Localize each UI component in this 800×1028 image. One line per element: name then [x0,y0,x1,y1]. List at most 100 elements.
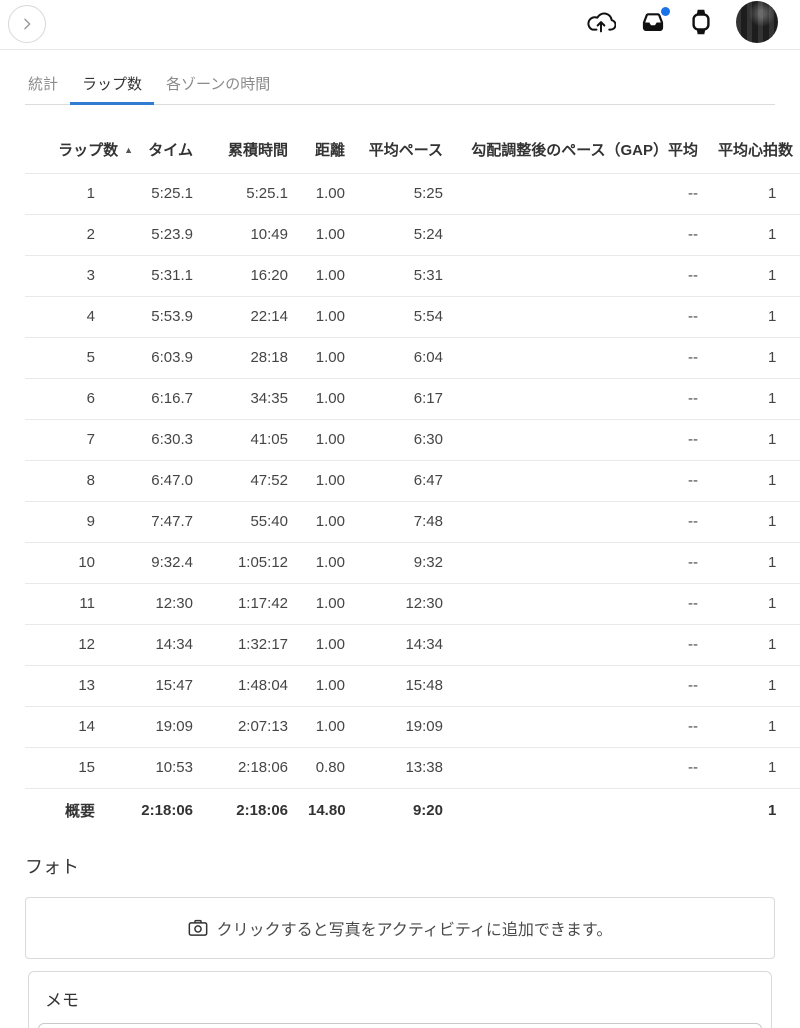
lap-cell: -- [463,624,718,666]
lap-cell: 5:31.1 [135,255,213,297]
lap-row: 3 5:31.1 16:20 1.00 5:31 -- 1 [25,255,800,297]
lap-cell: 13:38 [365,747,463,789]
lap-cell: 4 [25,296,135,338]
laps-table: ラップ数 ▲ タイム 累積時間 距離 平均ペース 勾配調整後のペース（GAP）平均… [25,125,800,833]
tab-stats[interactable]: 統計 [25,65,70,104]
lap-cell: 19:09 [365,706,463,748]
lap-cell: 1.00 [308,419,365,461]
column-header-distance[interactable]: 距離 [308,125,365,174]
lap-row: 7 6:30.3 41:05 1.00 6:30 -- 1 [25,419,800,461]
notification-dot [661,7,670,16]
lap-cell: 1 [718,214,800,256]
column-header-gap[interactable]: 勾配調整後のペース（GAP）平均 [463,125,718,174]
chevron-right-icon [19,16,35,32]
lap-cell: 14 [25,706,135,748]
lap-row: 8 6:47.0 47:52 1.00 6:47 -- 1 [25,460,800,502]
lap-row: 9 7:47.7 55:40 1.00 7:48 -- 1 [25,501,800,543]
lap-cell: 9:32 [365,542,463,584]
collapse-panel-button[interactable] [8,5,46,43]
summary-cell [463,788,718,833]
lap-cell: 6:30 [365,419,463,461]
tab-time-in-zones[interactable]: 各ゾーンの時間 [154,65,282,104]
photo-upload-box[interactable]: クリックすると写真をアクティビティに追加できます。 [25,897,775,959]
lap-cell: 1 [718,173,800,215]
lap-cell: 1:17:42 [213,583,308,625]
lap-cell: -- [463,337,718,379]
photo-upload-hint: クリックすると写真をアクティビティに追加できます。 [216,922,613,939]
lap-cell: 14:34 [135,624,213,666]
lap-cell: 12:30 [365,583,463,625]
lap-cell: 1 [718,255,800,297]
lap-cell: 14:34 [365,624,463,666]
lap-cell: 1.00 [308,665,365,707]
lap-row: 1 5:25.1 5:25.1 1.00 5:25 -- 1 [25,173,800,215]
column-header-time[interactable]: タイム [135,125,213,174]
summary-cell: 1 [718,788,800,833]
camera-icon [188,919,208,937]
device-button[interactable] [690,7,712,37]
lap-cell: 8 [25,460,135,502]
lap-cell: 1.00 [308,501,365,543]
notes-input[interactable] [38,1023,762,1028]
summary-cell: 概要 [25,788,135,833]
lap-cell: 5:31 [365,255,463,297]
lap-cell: 7 [25,419,135,461]
avatar[interactable] [736,1,778,43]
lap-cell: 5:25 [365,173,463,215]
column-header-lap[interactable]: ラップ数 ▲ [25,125,135,174]
lap-cell: 15:47 [135,665,213,707]
lap-cell: 41:05 [213,419,308,461]
lap-cell: 1 [25,173,135,215]
lap-cell: 6:47.0 [135,460,213,502]
lap-cell: -- [463,255,718,297]
lap-cell: 1:05:12 [213,542,308,584]
lap-cell: 3 [25,255,135,297]
lap-cell: 5:54 [365,296,463,338]
lap-cell: 9 [25,501,135,543]
column-header-avg-hr[interactable]: 平均心拍数 [718,125,800,174]
column-header-cumulative-time[interactable]: 累積時間 [213,125,308,174]
lap-cell: 15 [25,747,135,789]
top-bar [0,0,800,50]
lap-cell: 1.00 [308,255,365,297]
laps-tbody: 1 5:25.1 5:25.1 1.00 5:25 -- 1 2 5:23.9 10:49 1.00… [25,173,800,833]
summary-row: 概要 2:18:06 2:18:06 14.80 9:20 1 [25,788,800,833]
lap-cell: -- [463,214,718,256]
lap-cell: 1.00 [308,296,365,338]
lap-cell: 28:18 [213,337,308,379]
lap-cell: -- [463,706,718,748]
lap-cell: 1 [718,501,800,543]
lap-row: 13 15:47 1:48:04 1.00 15:48 -- 1 [25,665,800,707]
summary-cell: 2:18:06 [135,788,213,833]
inbox-button[interactable] [640,7,670,34]
photos-section-title: フォト [25,857,79,877]
lap-cell: 6 [25,378,135,420]
lap-row: 5 6:03.9 28:18 1.00 6:04 -- 1 [25,337,800,379]
lap-row: 6 6:16.7 34:35 1.00 6:17 -- 1 [25,378,800,420]
tab-laps[interactable]: ラップ数 [70,65,155,105]
lap-cell: 6:04 [365,337,463,379]
lap-cell: 13 [25,665,135,707]
lap-cell: -- [463,296,718,338]
lap-cell: 5:53.9 [135,296,213,338]
upload-button[interactable] [586,11,616,34]
lap-cell: -- [463,501,718,543]
lap-cell: 1 [718,296,800,338]
lap-cell: 7:47.7 [135,501,213,543]
sort-asc-icon: ▲ [124,145,133,155]
lap-row: 14 19:09 2:07:13 1.00 19:09 -- 1 [25,706,800,748]
lap-cell: 0.80 [308,747,365,789]
column-header-avg-pace[interactable]: 平均ペース [365,125,463,174]
lap-cell: 1 [718,624,800,666]
lap-row: 4 5:53.9 22:14 1.00 5:54 -- 1 [25,296,800,338]
lap-cell: 1.00 [308,706,365,748]
lap-cell: 55:40 [213,501,308,543]
lap-cell: 2:18:06 [213,747,308,789]
lap-cell: -- [463,173,718,215]
lap-cell: -- [463,747,718,789]
lap-cell: 6:47 [365,460,463,502]
summary-cell: 9:20 [365,788,463,833]
lap-cell: -- [463,665,718,707]
laps-header-row: ラップ数 ▲ タイム 累積時間 距離 平均ペース 勾配調整後のペース（GAP）平均… [25,125,800,174]
